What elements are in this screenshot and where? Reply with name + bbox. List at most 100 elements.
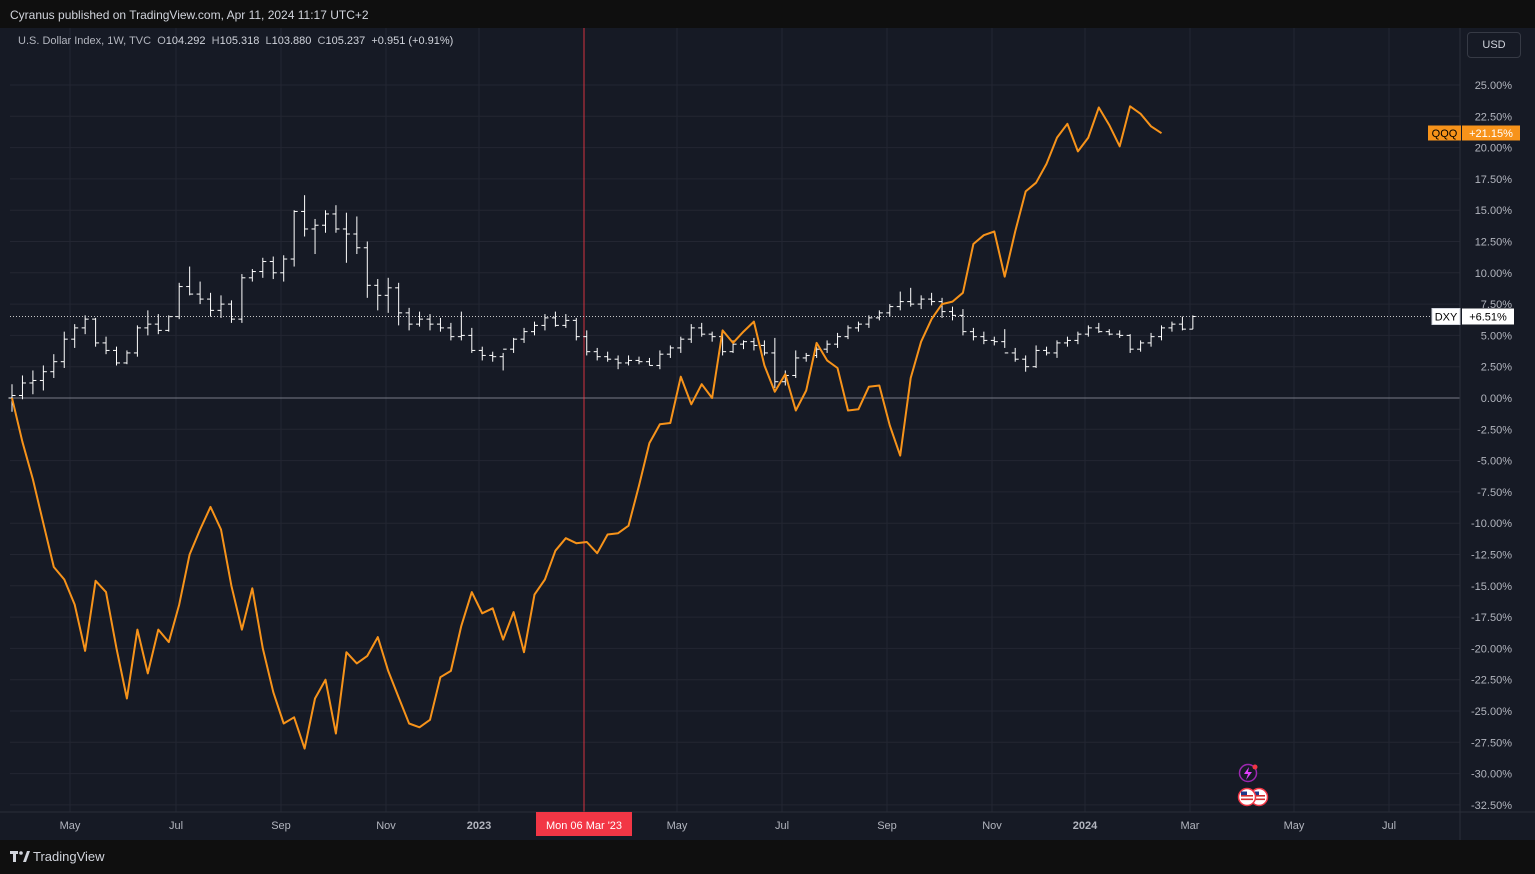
- x-tick-label: Nov: [982, 820, 1002, 832]
- us-flag-stripe: [1241, 798, 1253, 801]
- y-tick-label: -7.50%: [1477, 487, 1512, 499]
- dxy-bar: [917, 295, 925, 310]
- currency-button[interactable]: USD: [1467, 32, 1521, 58]
- footer-brand: TradingView: [33, 849, 105, 864]
- dxy-bar: [332, 205, 340, 233]
- dxy-bar: [760, 340, 768, 356]
- dxy-bar: [1043, 346, 1051, 356]
- dxy-bar: [81, 315, 89, 335]
- low-label: L: [265, 35, 272, 47]
- dxy-bar: [92, 317, 100, 347]
- dxy-bar: [71, 324, 79, 348]
- dxy-name-tag-bg: [1431, 307, 1461, 325]
- x-tick-label: 2024: [1073, 820, 1098, 832]
- y-tick-label: -27.50%: [1471, 737, 1512, 749]
- us-flag-canton: [1253, 791, 1259, 795]
- y-tick-label: 25.00%: [1475, 80, 1513, 92]
- dxy-bar: [666, 345, 674, 358]
- dxy-bar: [886, 304, 894, 317]
- dxy-bar: [510, 337, 518, 353]
- dxy-bar: [227, 300, 235, 323]
- crosshair-date-bg: [536, 812, 632, 836]
- x-tick-label: Nov: [376, 820, 396, 832]
- y-tick-label: -10.00%: [1471, 518, 1512, 530]
- qqq-line: [11, 105, 1163, 750]
- dxy-bar: [677, 336, 685, 353]
- us-flag-stripe: [1253, 798, 1265, 801]
- dxy-bar: [687, 324, 695, 343]
- dxy-bar: [750, 337, 758, 351]
- time-axis[interactable]: May Jul Sep Nov 2023 May Jul Sep Nov 2024 Mar May Ju…: [60, 812, 1396, 836]
- dxy-bar: [844, 325, 852, 340]
- symbol-name[interactable]: U.S. Dollar Index, 1W, TVC: [18, 35, 152, 47]
- dxy-bar: [113, 346, 120, 366]
- y-tick-label: 7.50%: [1481, 299, 1512, 311]
- lightning-icon-dot: [1252, 764, 1258, 770]
- dxy-bar: [395, 282, 403, 326]
- dxy-bar: [144, 310, 152, 336]
- dxy-bar: [771, 337, 779, 388]
- y-tick-label: 15.00%: [1475, 205, 1513, 217]
- price-axis[interactable]: 25.00% 22.50% 20.00% 17.50% 15.00% 12.50% 10.0…: [0, 28, 1535, 840]
- last-value-labels: QQQ +21.15% DXY +6.51%: [1428, 125, 1520, 325]
- dxy-bar: [39, 365, 47, 391]
- x-tick-label: 2023: [467, 820, 491, 832]
- dxy-bar: [834, 332, 842, 348]
- dxy-bar: [1011, 347, 1019, 362]
- us-flag-circle: [1237, 787, 1257, 807]
- dxy-bar: [322, 210, 329, 233]
- dxy-value-tag: +6.51%: [1469, 311, 1507, 323]
- qqq-name-tag-bg: [1428, 125, 1461, 141]
- dxy-bar: [154, 314, 162, 335]
- dxy-bar: [499, 348, 507, 371]
- lightning-icon-bolt: [1244, 767, 1252, 780]
- dxy-bar: [938, 297, 946, 318]
- dxy-bar: [1001, 329, 1009, 354]
- dxy-name-tag: DXY: [1435, 311, 1458, 323]
- dxy-bar: [656, 350, 664, 370]
- dxy-bar: [165, 315, 173, 332]
- dxy-bar: [353, 216, 361, 255]
- dxy-bar: [593, 347, 601, 361]
- dxy-bar: [854, 321, 862, 332]
- dxy-bar: [802, 352, 810, 362]
- dxy-bar: [980, 331, 988, 345]
- dxy-bar: [792, 350, 800, 378]
- dxy-bar: [1158, 325, 1165, 341]
- y-tick-label: 2.50%: [1481, 362, 1512, 374]
- y-tick-label: -20.00%: [1471, 643, 1512, 655]
- legend[interactable]: U.S. Dollar Index, 1W, TVC O104.292 H105…: [18, 35, 453, 47]
- low-value: 103.880: [271, 35, 312, 47]
- dxy-bar: [269, 256, 277, 280]
- y-tick-label: -15.00%: [1471, 581, 1512, 593]
- dxy-bar: [740, 340, 747, 350]
- dxy-bar: [698, 322, 706, 337]
- close-label: C: [317, 35, 326, 47]
- dxy-bar: [1126, 334, 1134, 353]
- dxy-bar: [196, 281, 204, 305]
- y-tick-label: -25.00%: [1471, 706, 1512, 718]
- dxy-bar: [1074, 331, 1082, 345]
- y-tick-label: -17.50%: [1471, 612, 1512, 624]
- dxy-bar: [1032, 345, 1040, 368]
- dxy-bar: [875, 310, 883, 321]
- dxy-bar: [280, 255, 288, 282]
- tradingview-logo-icon: [10, 851, 30, 862]
- dxy-bar: [50, 354, 58, 378]
- dxy-bar: [60, 331, 68, 368]
- y-tick-label: 17.50%: [1475, 174, 1513, 186]
- y-tick-label: -12.50%: [1471, 550, 1512, 562]
- qqq-value-tag-bg: [1462, 125, 1520, 141]
- dxy-bar: [625, 355, 633, 366]
- x-tick-label: May: [60, 820, 81, 832]
- dxy-bar: [29, 370, 37, 395]
- x-tick-label: May: [1284, 820, 1305, 832]
- dxy-bar: [102, 336, 110, 355]
- dxy-bar: [520, 327, 528, 343]
- dxy-bar: [708, 331, 716, 342]
- dxy-bar: [1137, 340, 1145, 352]
- event-icons[interactable]: [1237, 763, 1269, 807]
- y-tick-label: -22.50%: [1471, 675, 1512, 687]
- y-tick-label: -30.00%: [1471, 769, 1512, 781]
